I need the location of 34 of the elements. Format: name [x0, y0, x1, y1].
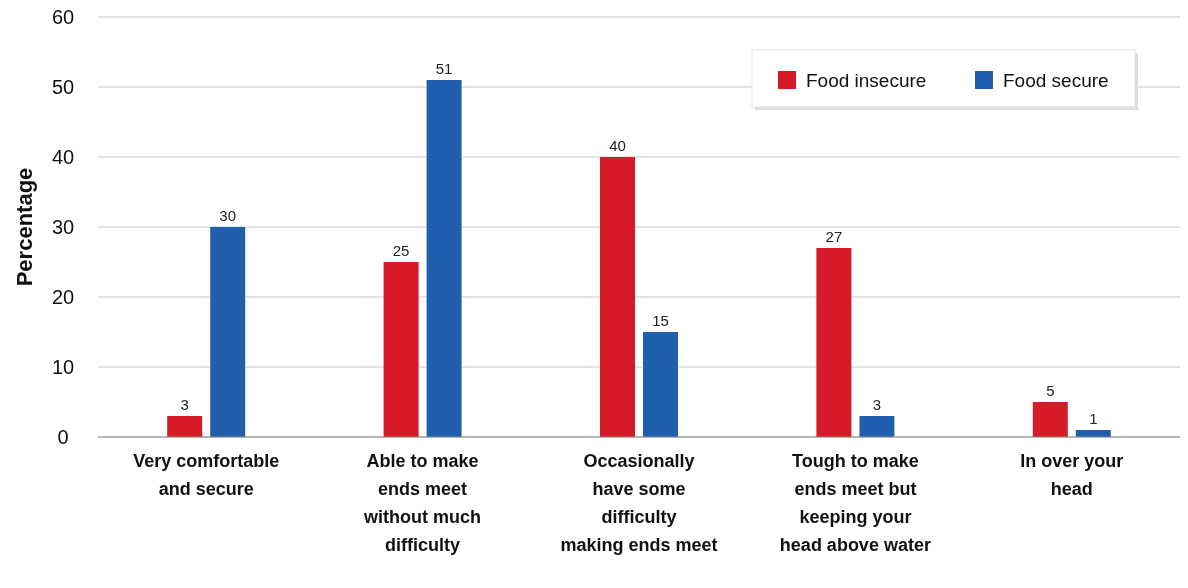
y-tick-label: 40: [51, 146, 75, 168]
bar: [859, 416, 895, 437]
y-tick-label: 20: [51, 286, 75, 308]
data-label: 27: [825, 228, 843, 245]
legend-label: Food secure: [1003, 69, 1109, 91]
data-label: 3: [872, 396, 882, 413]
y-axis-title: Percentage: [12, 167, 37, 287]
x-tick-label: Occasionally have some difficulty making ends meet: [560, 451, 718, 555]
x-tick-label: Able to make ends meet without much difficulty: [363, 451, 482, 555]
data-label: 51: [435, 60, 453, 77]
y-tick-label: 50: [51, 76, 75, 98]
bar: [210, 227, 246, 437]
bar: [816, 248, 852, 437]
bar: [643, 332, 678, 437]
bar: [1032, 402, 1068, 437]
x-tick-label: Very comfortable and secure: [133, 451, 280, 499]
y-tick-label: 30: [51, 216, 75, 238]
bar: [600, 157, 635, 437]
y-tick-label: 10: [51, 356, 75, 378]
data-label: 1: [1089, 410, 1098, 427]
data-label: 40: [609, 137, 626, 154]
y-tick-label: 60: [51, 6, 75, 28]
bar: [167, 416, 203, 437]
x-tick-label: Tough to make ends meet but keeping your head above water: [779, 451, 931, 555]
legend-label: Food insecure: [806, 69, 927, 91]
x-tick-label: In over your head: [1020, 451, 1124, 499]
y-tick-label: 0: [57, 426, 69, 448]
data-label: 3: [180, 396, 189, 413]
data-label: 30: [219, 207, 237, 224]
data-label: 5: [1046, 382, 1055, 399]
bar: [383, 262, 419, 437]
data-label: 25: [392, 242, 410, 259]
data-label: 15: [652, 312, 669, 329]
bar: [426, 80, 462, 437]
